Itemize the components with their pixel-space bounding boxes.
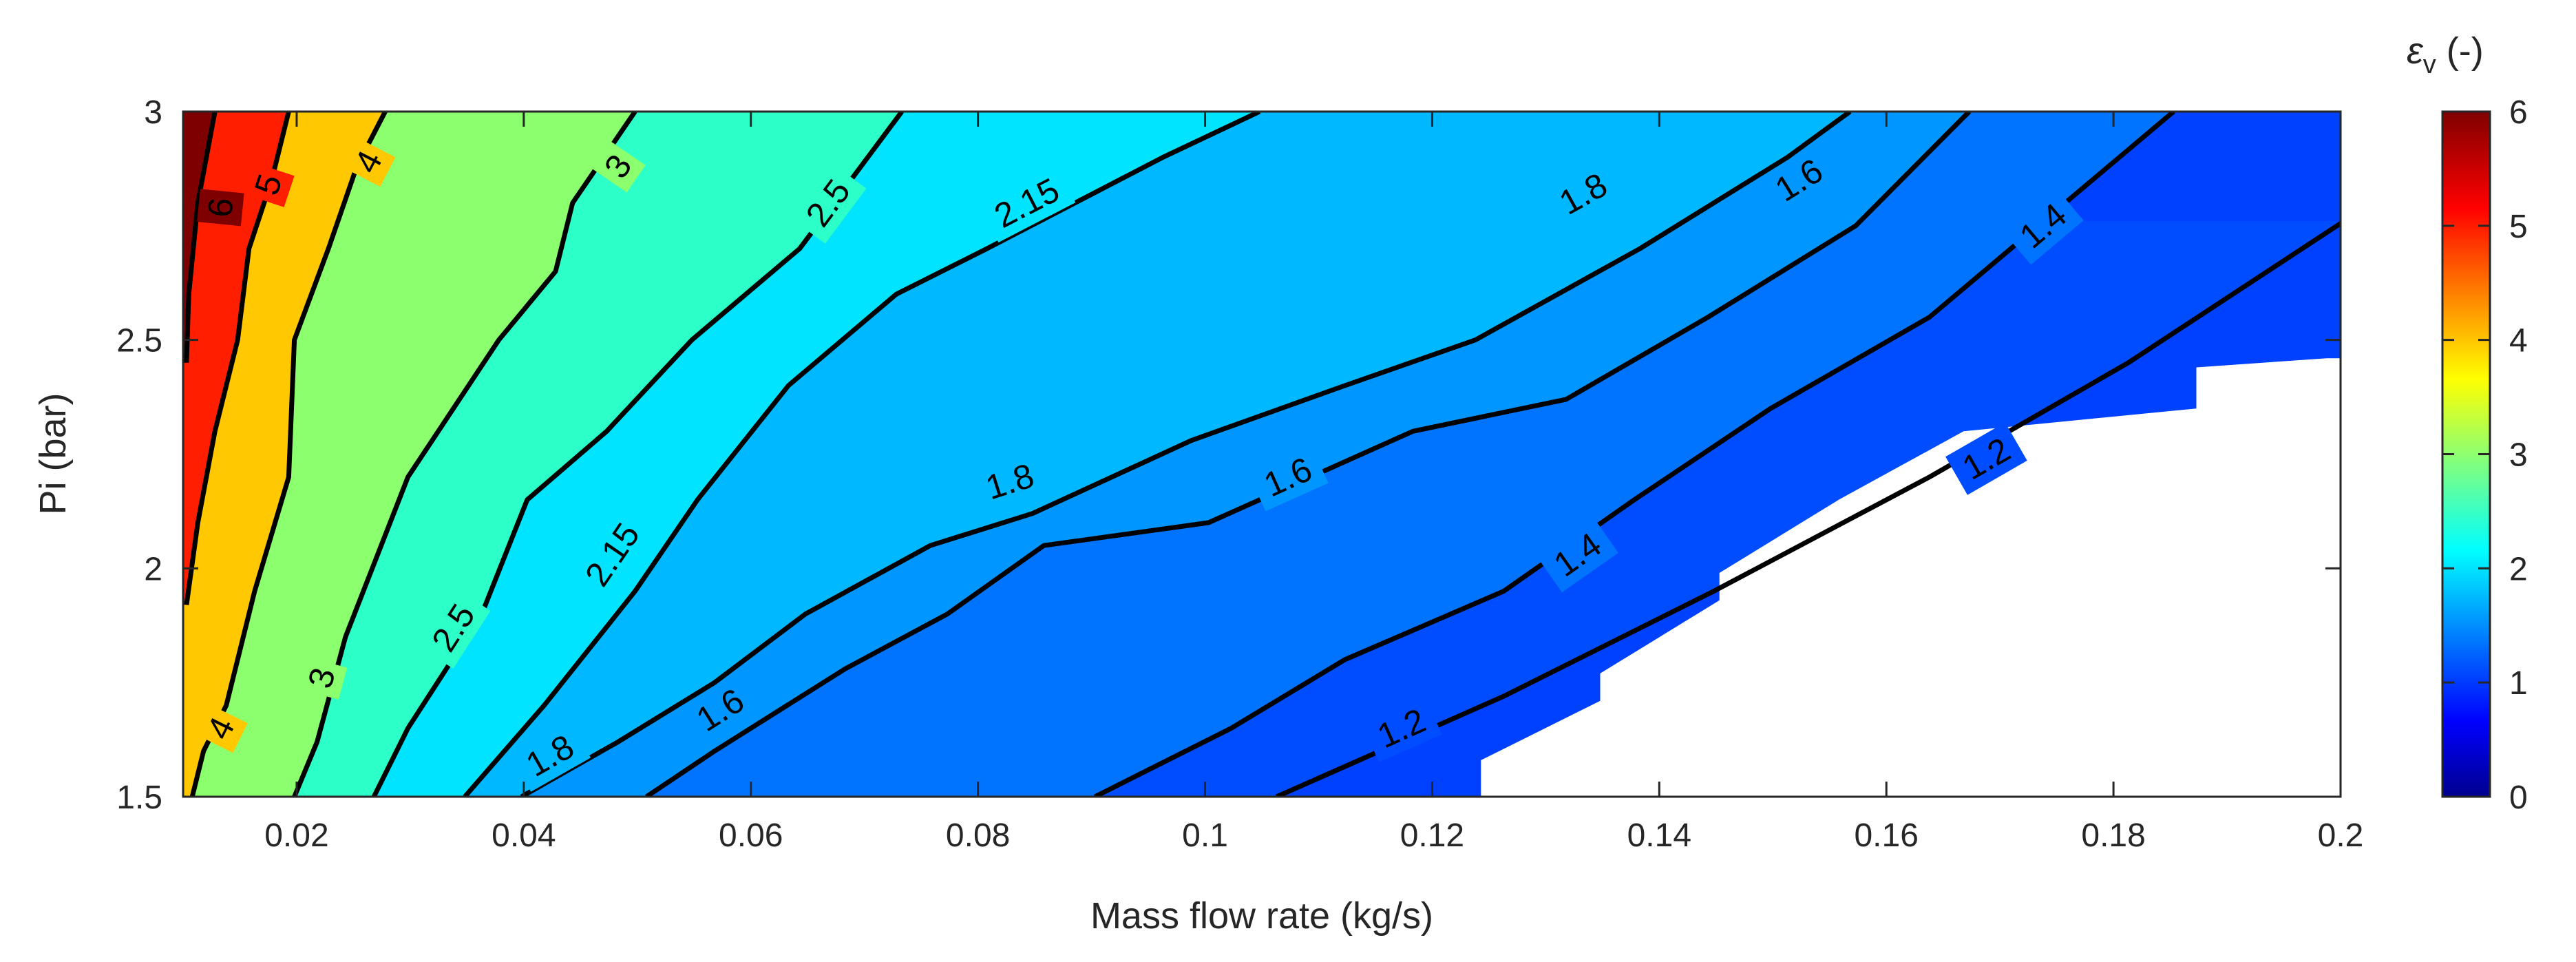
- plot-area: 1.21.21.41.41.61.61.61.81.81.82.152.152.…: [183, 112, 2341, 797]
- contour-label-gap: [1542, 158, 1625, 230]
- contour-line-1.6: [645, 112, 1972, 797]
- x-tick-label: 0.08: [946, 817, 1010, 854]
- y-axis: 1.5 2 2.5 3: [116, 94, 2341, 816]
- contour-line-1.8: [520, 112, 1852, 797]
- contour-label-gap: [1537, 516, 1618, 593]
- contour-label-gap: [509, 719, 591, 792]
- y-tick-label: 2: [144, 551, 162, 587]
- colorbar-tick-label: 5: [2509, 209, 2528, 245]
- contour-label-text: 6: [200, 196, 240, 219]
- colorbar-title-subscript: v: [2423, 50, 2436, 79]
- colorbar-tick-label: 4: [2509, 323, 2528, 359]
- contour-label-gap: [569, 506, 655, 603]
- contour-label-3: 3: [296, 656, 348, 700]
- contour-label-gap: [1757, 143, 1840, 217]
- colorbar-title-unit: (-): [2436, 30, 2484, 72]
- contour-label-1.8: 1.8: [970, 450, 1050, 513]
- contour-label-1.6: 1.6: [1757, 143, 1840, 217]
- invalid-region: [1481, 358, 2341, 797]
- colorbar-title: εv (-): [2407, 30, 2484, 79]
- colorbar-tick-label: 0: [2509, 780, 2528, 816]
- x-tick-label: 0.14: [1627, 817, 1691, 854]
- y-tick-label: 2.5: [116, 323, 162, 359]
- contour-label-gap: [679, 673, 761, 747]
- x-tick-label: 0.18: [2081, 817, 2145, 854]
- contour-fill-6: [183, 112, 215, 363]
- contour-label-5: 5: [242, 162, 295, 207]
- contour-label-gap: [193, 703, 248, 753]
- contour-label-gap: [1361, 693, 1442, 763]
- contour-label-gap: [978, 163, 1076, 243]
- contour-line-6: [184, 112, 218, 363]
- contour-labels: 1.21.21.41.41.61.61.61.81.81.82.152.152.…: [193, 136, 2084, 792]
- x-tick-label: 0.04: [492, 817, 556, 854]
- contour-label-gap: [242, 162, 295, 207]
- contour-label-gap: [970, 450, 1050, 513]
- colorbar-ticks: 0 1 2 3 4 5 6: [2442, 94, 2528, 816]
- colorbar-title-symbol: ε: [2407, 30, 2424, 72]
- x-tick-label: 0.02: [264, 817, 328, 854]
- contour-line-1.2: [1275, 220, 2341, 797]
- colorbar-tick-label: 1: [2509, 665, 2528, 702]
- contour-label-gap: [296, 656, 348, 700]
- colorbar-tick-label: 6: [2509, 94, 2528, 131]
- colorbar-tick-label: 3: [2509, 437, 2528, 474]
- contour-label-2.15: 2.15: [978, 163, 1076, 243]
- contour-label-gap: [590, 140, 646, 193]
- x-tick-label: 0.06: [719, 817, 783, 854]
- plot-frame: [182, 110, 2342, 798]
- x-tick-label: 0.1: [1182, 817, 1228, 854]
- colorbar: 0 1 2 3 4 5 6 εv (-): [2407, 30, 2528, 816]
- contour-label-gap: [341, 136, 396, 187]
- contour-label-6: 6: [197, 189, 244, 227]
- contour-label-gap: [790, 162, 867, 244]
- contour-label-gap: [416, 587, 491, 669]
- contour-fill-5: [183, 112, 289, 605]
- contour-label-gap: [1247, 443, 1329, 512]
- contour-line-2.5: [371, 112, 904, 797]
- x-axis: 0.02 0.04 0.06 0.08 0.1 0.12 0.14 0.16 0.18 0.2: [264, 112, 2363, 854]
- x-axis-title: Mass flow rate (kg/s): [1090, 895, 1433, 937]
- x-tick-label: 0.2: [2318, 817, 2364, 854]
- x-tick-label: 0.12: [1400, 817, 1464, 854]
- colorbar-tick-label: 2: [2509, 551, 2528, 587]
- contour-label-gap: [2002, 187, 2084, 265]
- y-tick-label: 1.5: [116, 780, 162, 816]
- y-axis-title: Pi (bar): [32, 393, 74, 514]
- contour-fills: [183, 112, 2341, 797]
- contour-line-3: [292, 112, 637, 797]
- x-tick-label: 0.16: [1854, 817, 1918, 854]
- y-tick-label: 3: [144, 94, 162, 131]
- contour-line-2.15: [463, 112, 1261, 797]
- contour-label-gap: [1945, 422, 2027, 495]
- contour-label-gap: [197, 189, 244, 227]
